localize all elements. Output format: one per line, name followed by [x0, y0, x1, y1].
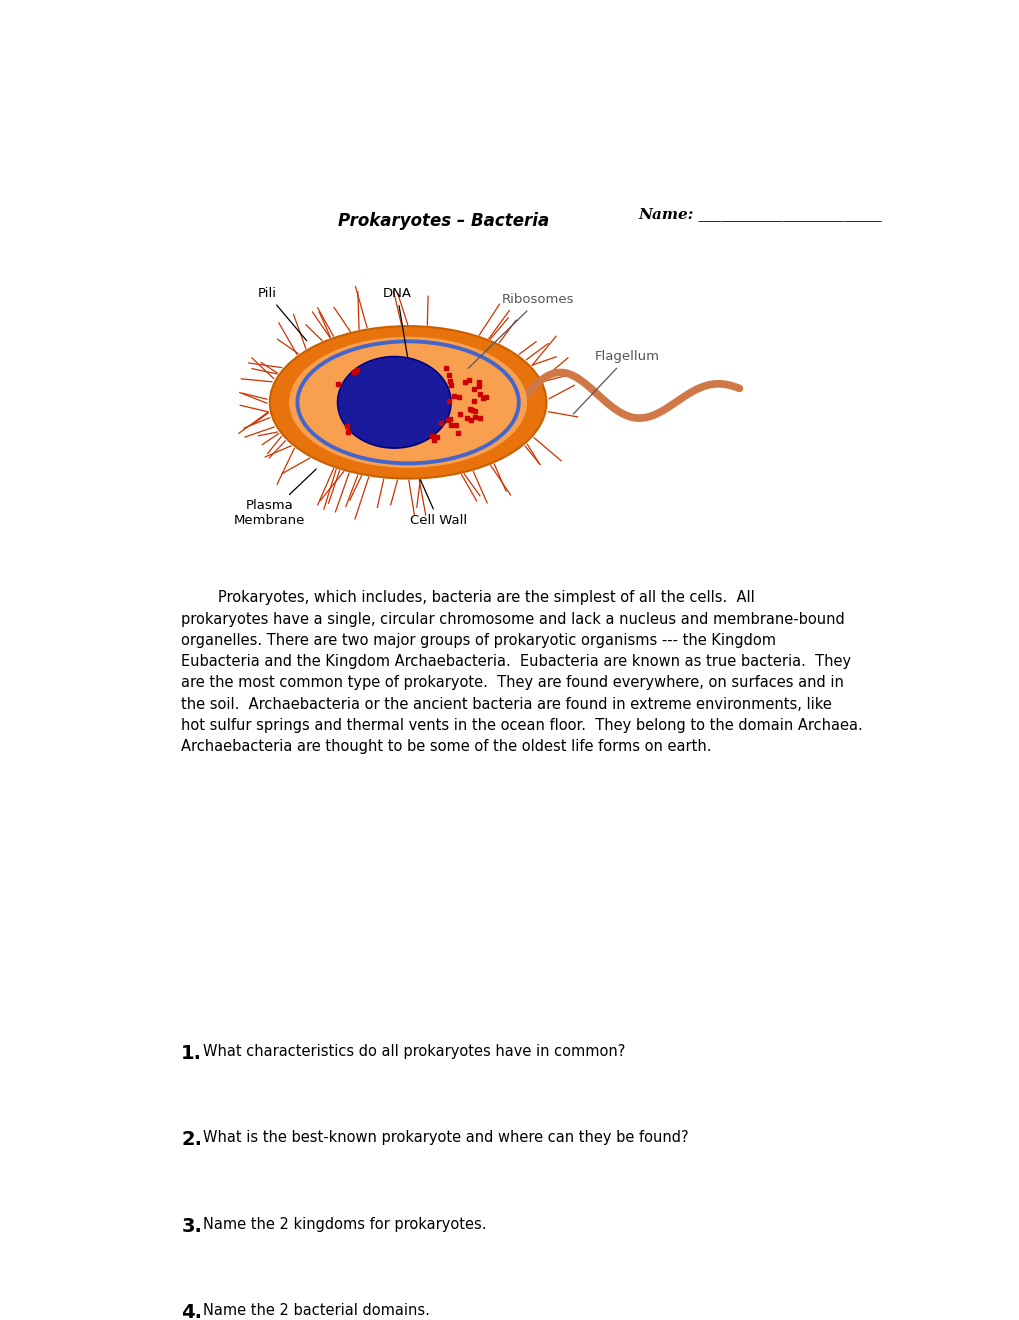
- Text: 3.: 3.: [181, 1217, 202, 1236]
- Text: 2.: 2.: [181, 1130, 202, 1150]
- Text: Prokaryotes – Bacteria: Prokaryotes – Bacteria: [337, 211, 549, 230]
- Text: Name the 2 bacterial domains.: Name the 2 bacterial domains.: [203, 1303, 429, 1319]
- Text: Pili: Pili: [257, 288, 307, 341]
- Text: Flagellum: Flagellum: [573, 350, 659, 414]
- Ellipse shape: [298, 342, 519, 463]
- Ellipse shape: [337, 356, 450, 447]
- Ellipse shape: [317, 364, 393, 411]
- Text: Name the 2 kingdoms for prokaryotes.: Name the 2 kingdoms for prokaryotes.: [203, 1217, 486, 1232]
- Text: Plasma
Membrane: Plasma Membrane: [234, 469, 316, 527]
- Text: Cell Wall: Cell Wall: [410, 479, 467, 527]
- Text: DNA: DNA: [382, 288, 411, 358]
- Text: 4.: 4.: [181, 1303, 202, 1320]
- Text: Prokaryotes, which includes, bacteria are the simplest of all the cells.  All
pr: Prokaryotes, which includes, bacteria ar…: [181, 590, 862, 754]
- Text: What characteristics do all prokaryotes have in common?: What characteristics do all prokaryotes …: [203, 1044, 625, 1059]
- Text: Name: ________________________: Name: ________________________: [638, 207, 881, 222]
- Text: 1.: 1.: [181, 1044, 202, 1063]
- Ellipse shape: [288, 337, 527, 467]
- Ellipse shape: [269, 326, 546, 479]
- Text: Ribosomes: Ribosomes: [468, 293, 574, 368]
- Text: What is the best-known prokaryote and where can they be found?: What is the best-known prokaryote and wh…: [203, 1130, 688, 1146]
